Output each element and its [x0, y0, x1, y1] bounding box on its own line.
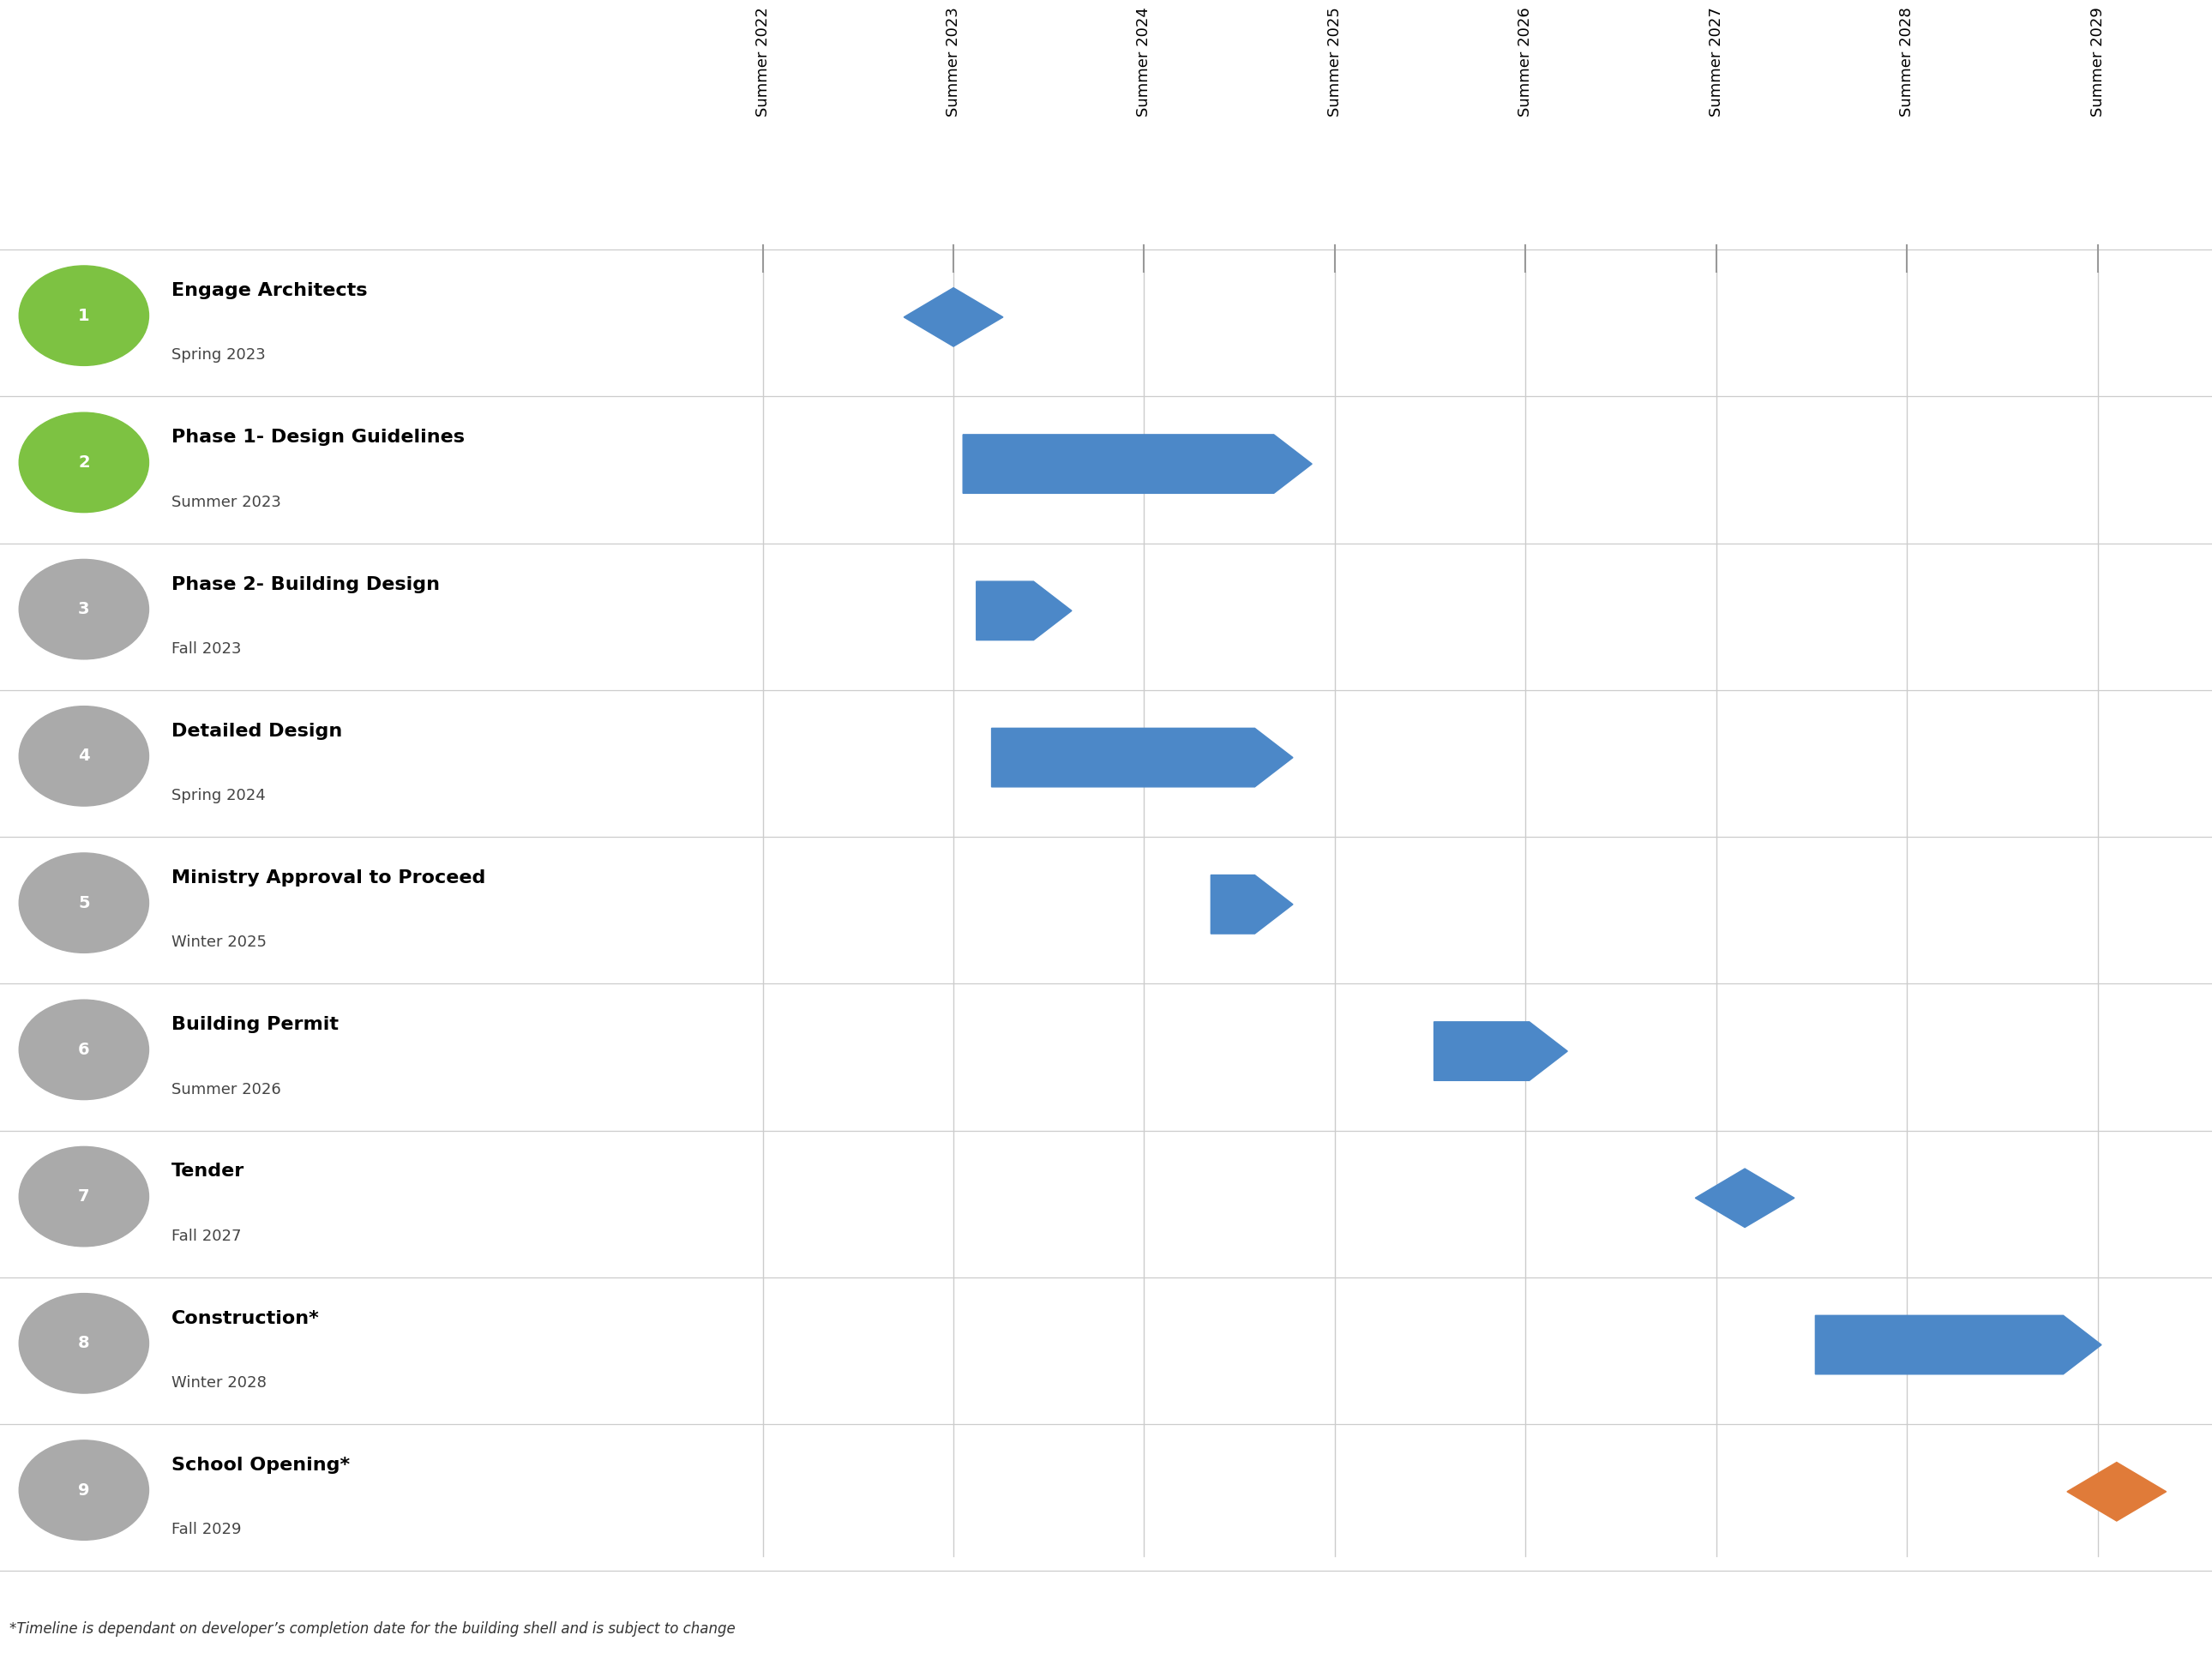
Text: Building Permit: Building Permit: [173, 1017, 338, 1034]
Text: Tender: Tender: [173, 1163, 246, 1180]
Text: Summer 2025: Summer 2025: [1327, 7, 1343, 118]
Text: Summer 2023: Summer 2023: [173, 494, 281, 509]
Circle shape: [20, 707, 148, 806]
Text: Engage Architects: Engage Architects: [173, 282, 367, 299]
Text: Summer 2027: Summer 2027: [1708, 7, 1723, 118]
Polygon shape: [1816, 1316, 2101, 1374]
Polygon shape: [962, 435, 1312, 493]
Circle shape: [20, 559, 148, 659]
Text: Summer 2024: Summer 2024: [1137, 7, 1152, 118]
Text: Spring 2023: Spring 2023: [173, 348, 265, 363]
Text: 5: 5: [77, 894, 91, 911]
Circle shape: [20, 265, 148, 365]
Circle shape: [20, 1000, 148, 1100]
Text: *Timeline is dependant on developer’s completion date for the building shell and: *Timeline is dependant on developer’s co…: [9, 1621, 737, 1637]
Polygon shape: [905, 287, 1002, 347]
Text: Phase 2- Building Design: Phase 2- Building Design: [173, 576, 440, 592]
Circle shape: [20, 1440, 148, 1540]
Text: Phase 1- Design Guidelines: Phase 1- Design Guidelines: [173, 430, 465, 446]
Text: Detailed Design: Detailed Design: [173, 723, 343, 740]
Text: 6: 6: [77, 1042, 91, 1058]
Text: Summer 2023: Summer 2023: [947, 7, 962, 118]
Text: School Opening*: School Opening*: [173, 1457, 349, 1473]
Text: Summer 2028: Summer 2028: [1900, 7, 1916, 116]
Polygon shape: [2066, 1462, 2166, 1521]
Text: 9: 9: [77, 1481, 91, 1498]
Polygon shape: [1694, 1168, 1794, 1228]
Text: Summer 2026: Summer 2026: [173, 1082, 281, 1097]
Circle shape: [20, 1294, 148, 1394]
Text: Spring 2024: Spring 2024: [173, 788, 265, 803]
Circle shape: [20, 853, 148, 952]
Text: 3: 3: [77, 601, 91, 617]
Text: Ministry Approval to Proceed: Ministry Approval to Proceed: [173, 869, 487, 886]
Text: Summer 2022: Summer 2022: [754, 7, 770, 118]
Polygon shape: [1210, 874, 1292, 934]
Text: Winter 2025: Winter 2025: [173, 934, 268, 951]
Text: 1: 1: [77, 307, 91, 324]
Text: 7: 7: [77, 1188, 91, 1204]
Text: 8: 8: [77, 1335, 91, 1352]
Polygon shape: [991, 728, 1292, 786]
Circle shape: [20, 413, 148, 513]
Polygon shape: [975, 581, 1071, 640]
Text: Fall 2023: Fall 2023: [173, 640, 241, 657]
Text: Summer 2029: Summer 2029: [2090, 7, 2106, 118]
Text: 2: 2: [77, 455, 91, 471]
Text: Fall 2027: Fall 2027: [173, 1228, 241, 1244]
Text: Construction*: Construction*: [173, 1311, 321, 1327]
Text: Summer 2026: Summer 2026: [1517, 7, 1533, 116]
Polygon shape: [1433, 1022, 1568, 1080]
Text: Winter 2028: Winter 2028: [173, 1375, 268, 1390]
Circle shape: [20, 1146, 148, 1246]
Text: Fall 2029: Fall 2029: [173, 1521, 241, 1538]
Text: 4: 4: [77, 748, 91, 765]
